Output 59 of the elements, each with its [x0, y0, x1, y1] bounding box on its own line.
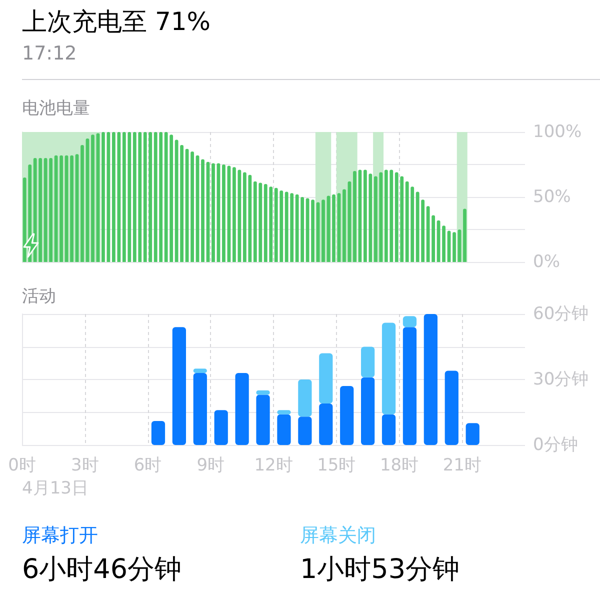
bar: [361, 346, 375, 378]
bar: [102, 132, 105, 262]
bar: [353, 171, 356, 262]
bar: [466, 423, 480, 445]
x-tick-label: 6时: [134, 456, 162, 476]
bar: [190, 152, 194, 262]
text: 屏幕打开: [22, 524, 98, 546]
bar: [402, 327, 417, 445]
bar: [277, 414, 291, 445]
bar: [172, 327, 186, 445]
x-tick-label: 3时: [70, 456, 99, 476]
text: 1小时53分钟: [300, 554, 460, 585]
chart-title: 电池电量: [22, 98, 90, 118]
bar: [452, 232, 456, 262]
x-tick-label: 0时: [8, 456, 36, 476]
x-tick-label: 18时: [380, 456, 419, 476]
bar: [442, 226, 446, 262]
x-tick-label: 15时: [317, 456, 356, 476]
bar: [319, 404, 333, 445]
bar: [235, 372, 249, 445]
bar: [342, 189, 346, 262]
bar: [319, 353, 333, 404]
bar: [212, 163, 215, 262]
bar: [361, 377, 375, 445]
text: 上次充电至 71%: [22, 7, 211, 36]
bar: [382, 414, 396, 445]
bar: [402, 316, 417, 328]
bar: [424, 314, 438, 445]
bar: [322, 200, 325, 262]
text: 屏幕关闭: [300, 524, 376, 546]
bar: [80, 145, 84, 262]
x-tick-label: 21时: [442, 456, 482, 476]
text: 17:12: [22, 42, 77, 64]
bar: [222, 164, 226, 262]
bar: [332, 194, 336, 262]
bar: [91, 134, 94, 262]
bar: [382, 322, 396, 414]
y-tick-label: 0分钟: [533, 435, 578, 455]
y-tick-label: 100%: [533, 122, 582, 142]
bar: [214, 410, 228, 445]
chart-title: 活动: [22, 286, 56, 306]
bar: [256, 394, 270, 445]
bar: [444, 370, 458, 445]
text: 4月13日: [22, 478, 88, 498]
bar: [298, 416, 312, 445]
bar: [298, 380, 312, 417]
bar: [463, 208, 466, 262]
bar: [201, 159, 204, 262]
bar: [151, 420, 166, 445]
bar: [340, 386, 354, 445]
bar: [70, 155, 74, 262]
y-tick-label: 30分钟: [533, 370, 589, 390]
x-tick-label: 9时: [196, 456, 225, 476]
y-tick-label: 60分钟: [533, 304, 589, 324]
x-tick-label: 12时: [254, 456, 293, 476]
y-tick-label: 50%: [533, 187, 571, 207]
bar: [193, 372, 207, 445]
text: 6小时46分钟: [22, 554, 182, 585]
y-tick-label: 0%: [533, 252, 560, 272]
